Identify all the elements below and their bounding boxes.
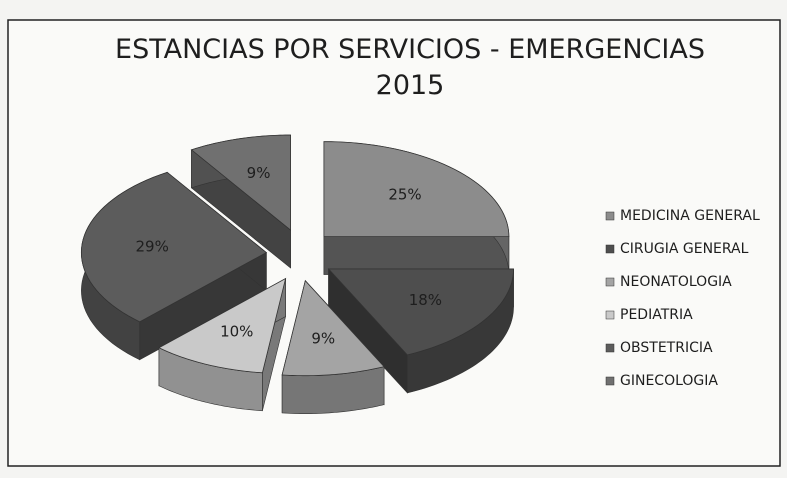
legend-label: NEONATOLOGIA	[620, 274, 732, 290]
legend-label: CIRUGIA GENERAL	[620, 241, 749, 257]
data-label: 29%	[135, 238, 168, 256]
legend-swatch	[605, 277, 615, 287]
legend-swatch	[605, 376, 615, 386]
legend-swatch	[605, 343, 615, 353]
data-label: 25%	[388, 185, 421, 203]
pie: 9% 25% 29% 18% 10% 9%	[80, 134, 514, 414]
slice	[190, 134, 291, 231]
legend-label: PEDIATRIA	[620, 307, 693, 323]
legend: MEDICINA GENERAL CIRUGIA GENERAL NEONATOLO…	[605, 208, 760, 389]
data-label: 10%	[220, 322, 253, 340]
legend-label: MEDICINA GENERAL	[620, 208, 760, 224]
data-label: 18%	[409, 291, 442, 309]
chart-title: ESTANCIAS POR SERVICIOS - EMERGENCIAS 20…	[115, 34, 705, 101]
slice	[158, 277, 287, 374]
legend-label: GINECOLOGIA	[620, 373, 718, 389]
data-label: 9%	[247, 164, 271, 182]
data-label: 9%	[311, 329, 335, 347]
slice	[281, 279, 385, 377]
slice	[80, 171, 268, 323]
slice	[323, 141, 510, 238]
legend-label: OBSTETRICIA	[620, 340, 713, 356]
legend-swatch	[605, 211, 615, 221]
legend-swatch	[605, 310, 615, 320]
slice	[327, 268, 514, 356]
legend-swatch	[605, 244, 615, 254]
